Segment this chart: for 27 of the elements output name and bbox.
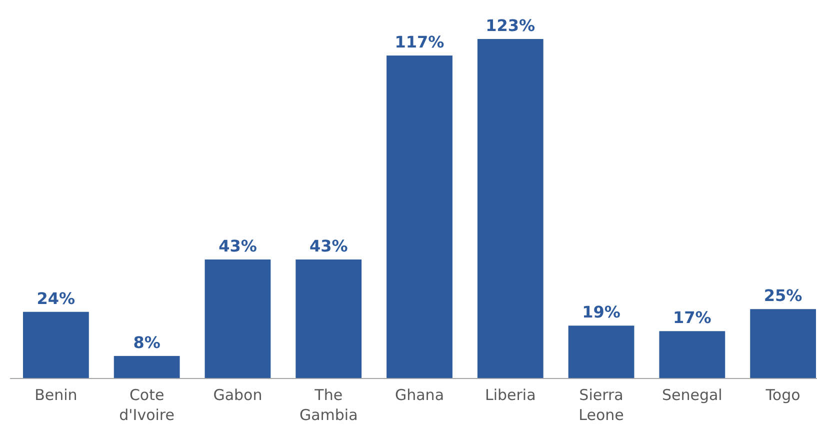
bar — [568, 326, 634, 378]
x-tick-label: The Gambia — [299, 386, 358, 424]
x-tick-label: Ghana — [394, 386, 444, 404]
x-tick-label: Gabon — [213, 386, 262, 404]
bar — [386, 56, 452, 378]
data-label: 123% — [486, 16, 536, 35]
bar — [659, 331, 726, 378]
data-label: 117% — [394, 32, 444, 52]
bar — [750, 309, 816, 378]
x-tick-label: Togo — [764, 386, 800, 404]
bar — [477, 39, 544, 378]
data-label: 19% — [582, 302, 620, 322]
x-tick-label: Cote d'Ivoire — [119, 386, 175, 424]
data-label: 25% — [764, 286, 802, 306]
data-label: 43% — [309, 236, 348, 256]
x-tick-label: Senegal — [662, 386, 722, 404]
data-label: 24% — [36, 288, 76, 308]
bar — [114, 356, 180, 378]
data-label: 8% — [133, 332, 160, 352]
data-label: 17% — [673, 308, 712, 328]
data-label: 43% — [218, 236, 257, 256]
x-tick-label: Sierra Leone — [578, 386, 624, 424]
bar — [296, 259, 362, 378]
x-tick-label: Benin — [34, 386, 78, 404]
bar — [204, 259, 271, 378]
bar — [22, 312, 89, 378]
x-tick-label: Liberia — [484, 386, 536, 404]
